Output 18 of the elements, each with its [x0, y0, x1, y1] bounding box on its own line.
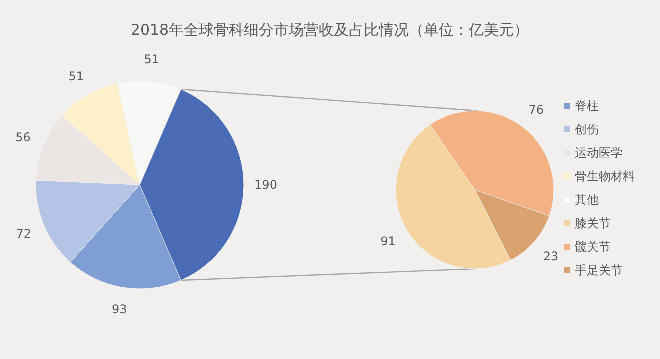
data-label: 51	[68, 69, 84, 84]
data-label: 72	[16, 226, 32, 241]
data-label: 190	[254, 178, 278, 192]
data-label: 91	[380, 234, 396, 249]
data-label: 51	[144, 52, 160, 67]
chart-title: 2018年全球骨科细分市场营收及占比情况（单位：亿美元）	[130, 21, 530, 39]
legend-label: 骨生物材料	[575, 170, 635, 184]
legend-label: 运动医学	[575, 146, 623, 160]
legend-label: 膝关节	[575, 216, 611, 230]
legend-label: 手足关节	[575, 264, 623, 278]
legend-label: 其他	[575, 193, 599, 207]
legend-label: 脊柱	[575, 99, 599, 113]
data-label: 23	[543, 250, 559, 264]
legend-label: 创伤	[575, 122, 599, 136]
legend-label: 髋关节	[575, 240, 611, 254]
data-label: 76	[528, 102, 544, 117]
data-label: 56	[16, 130, 31, 145]
data-label: 93	[112, 302, 128, 316]
